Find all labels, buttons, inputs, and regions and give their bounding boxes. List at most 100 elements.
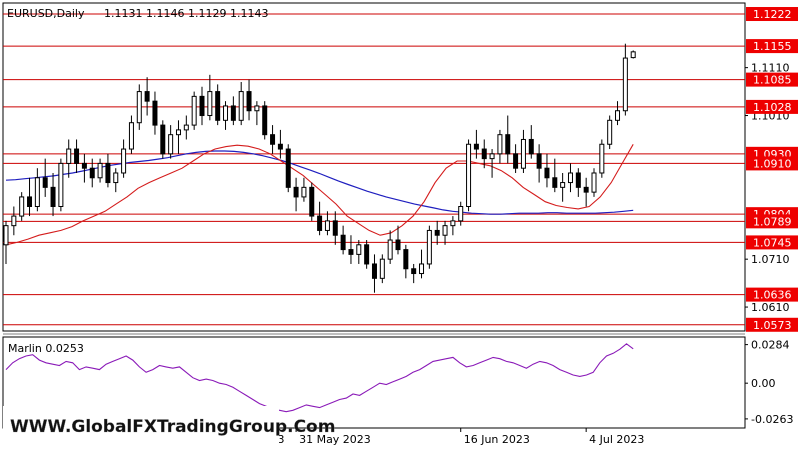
candle bbox=[379, 254, 385, 284]
candle bbox=[583, 177, 589, 207]
time-tick-label: 31 May 2023 bbox=[299, 433, 371, 446]
candle bbox=[246, 79, 252, 121]
candle bbox=[466, 139, 472, 212]
candle-body bbox=[191, 95, 197, 126]
candle bbox=[152, 91, 158, 135]
candle-body bbox=[175, 129, 181, 136]
candle-body bbox=[309, 186, 315, 217]
level-lines bbox=[3, 13, 745, 326]
candle bbox=[293, 177, 299, 212]
level-tag-label: 1.0789 bbox=[753, 215, 792, 228]
candle bbox=[348, 235, 354, 264]
candle-body bbox=[74, 148, 80, 164]
candle bbox=[136, 84, 142, 130]
candle-body bbox=[434, 229, 440, 236]
candle-body bbox=[27, 196, 33, 208]
candle bbox=[144, 77, 150, 116]
candle bbox=[254, 101, 260, 126]
candle bbox=[426, 225, 432, 269]
level-tags: 1.12221.11551.10851.10281.09301.09101.08… bbox=[746, 7, 798, 332]
candle bbox=[81, 153, 87, 183]
candle-body bbox=[277, 143, 283, 150]
indicator-tick-label: -0.0263 bbox=[751, 413, 793, 426]
candle bbox=[513, 144, 519, 173]
ma-blue-line bbox=[5, 150, 634, 215]
candle-body bbox=[81, 162, 87, 169]
candle-body bbox=[113, 172, 119, 184]
candle bbox=[160, 120, 166, 159]
candle bbox=[168, 125, 174, 159]
candle-body bbox=[183, 124, 189, 131]
candle-body bbox=[121, 148, 127, 174]
candle bbox=[395, 225, 401, 255]
candle-body bbox=[58, 162, 64, 208]
candle-body bbox=[160, 124, 166, 155]
candle bbox=[528, 125, 534, 159]
candle bbox=[434, 220, 440, 245]
candle-body bbox=[426, 229, 432, 265]
candle bbox=[575, 168, 581, 197]
candle bbox=[223, 101, 229, 130]
level-tag-label: 1.1155 bbox=[753, 40, 792, 53]
level-tag-label: 1.0636 bbox=[753, 289, 792, 302]
level-tag bbox=[746, 72, 798, 87]
candle-body bbox=[544, 167, 550, 179]
candle-body bbox=[599, 143, 605, 174]
candle-body bbox=[230, 105, 236, 121]
candle bbox=[105, 153, 111, 188]
candle bbox=[622, 43, 628, 116]
candle bbox=[238, 82, 244, 126]
candle bbox=[183, 115, 189, 140]
red-moving-average bbox=[5, 144, 634, 246]
watermark-text: WWW.GlobalFXTradingGroup.Com bbox=[10, 417, 335, 437]
level-tag bbox=[746, 7, 798, 22]
blue-moving-average bbox=[5, 150, 634, 215]
candle bbox=[324, 211, 330, 236]
candle bbox=[340, 225, 346, 255]
candle bbox=[19, 192, 25, 221]
candle bbox=[450, 216, 456, 236]
candle-body bbox=[528, 138, 534, 155]
indicator-label: Marlin 0.0253 bbox=[8, 342, 84, 355]
candle-body bbox=[450, 220, 456, 227]
candle bbox=[285, 144, 291, 193]
indicator-tick-label: 0.00 bbox=[751, 377, 776, 390]
candle bbox=[458, 201, 464, 226]
candle bbox=[34, 168, 40, 212]
candle-body bbox=[489, 153, 495, 160]
candle-body bbox=[348, 249, 354, 255]
ma-red-line bbox=[5, 144, 634, 246]
candle-body bbox=[207, 91, 213, 117]
candle-body bbox=[168, 134, 174, 155]
candle bbox=[191, 91, 197, 130]
candle-body bbox=[442, 225, 448, 236]
candle-body bbox=[575, 172, 581, 188]
candle-body bbox=[536, 153, 542, 169]
candle bbox=[332, 211, 338, 245]
candle bbox=[536, 144, 542, 183]
candle-body bbox=[332, 220, 338, 236]
candle-body bbox=[19, 196, 25, 217]
candle-body bbox=[630, 51, 636, 59]
candle-body bbox=[66, 148, 72, 164]
candle-body bbox=[379, 258, 385, 279]
candle bbox=[262, 101, 268, 140]
price-pane-frame bbox=[2, 2, 746, 332]
candle-body bbox=[552, 177, 558, 188]
candle bbox=[356, 240, 362, 264]
candle-body bbox=[607, 119, 613, 145]
candle bbox=[520, 129, 526, 173]
candle-body bbox=[520, 138, 526, 169]
candle-body bbox=[497, 134, 503, 155]
candle-body bbox=[254, 105, 260, 112]
candle bbox=[113, 168, 119, 193]
indicator-tick-label: 0.0284 bbox=[751, 339, 790, 352]
price-tick-label: 1.1110 bbox=[751, 62, 790, 75]
candle-body bbox=[615, 110, 621, 121]
candle bbox=[473, 129, 479, 159]
candle bbox=[301, 177, 307, 202]
level-tag-label: 1.1085 bbox=[753, 74, 792, 87]
candle-body bbox=[3, 225, 9, 246]
candle bbox=[599, 139, 605, 178]
candle bbox=[317, 201, 323, 236]
